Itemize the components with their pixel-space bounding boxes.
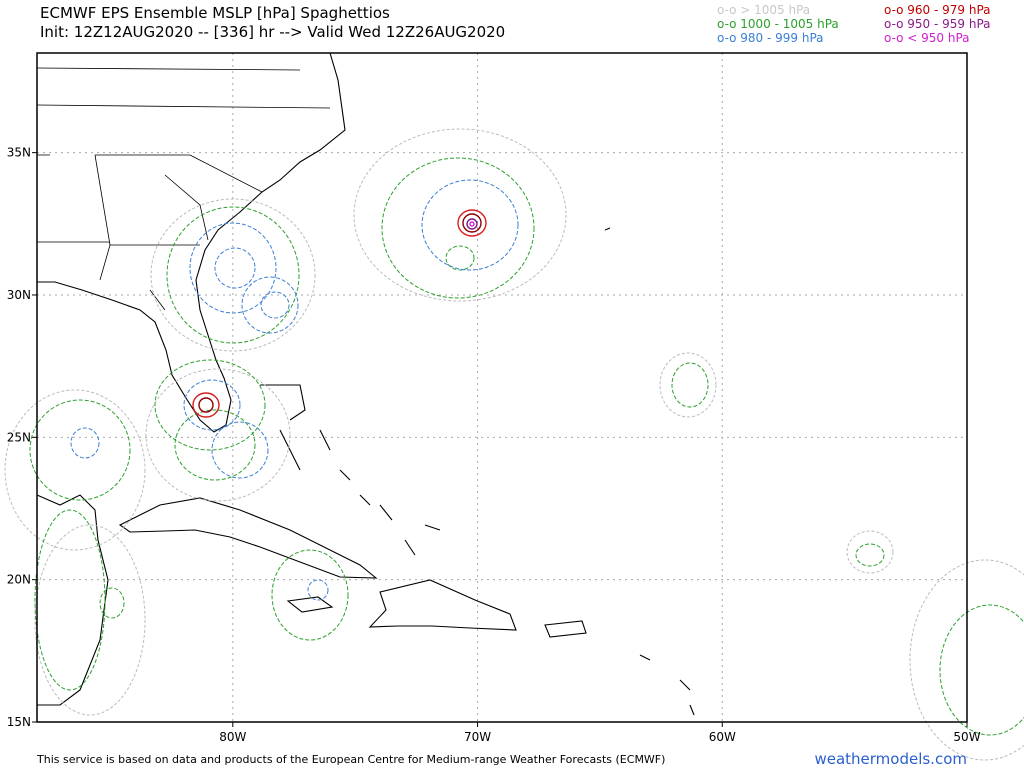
- contour: [174, 409, 256, 481]
- bahamas: [260, 227, 695, 716]
- hispaniola: [368, 579, 517, 631]
- legend-entry: o-o 1000 - 1005 hPa: [717, 17, 839, 31]
- contour: [671, 362, 709, 408]
- contour: [211, 421, 269, 479]
- contour: [457, 209, 487, 237]
- contour: [99, 587, 125, 619]
- contour: [154, 359, 266, 451]
- contour: [214, 247, 256, 289]
- contour: [469, 221, 475, 227]
- map-frame: [36, 52, 968, 723]
- legend-entry: o-o < 950 hPa: [884, 31, 970, 45]
- contour: [70, 427, 100, 459]
- subtitle: Init: 12Z12AUG2020 -- [336] hr --> Valid…: [40, 23, 505, 41]
- grid: [37, 53, 968, 723]
- legend-entry: o-o 950 - 959 hPa: [884, 17, 991, 31]
- y-tick-label: 30N: [7, 288, 31, 302]
- contour: [192, 392, 220, 418]
- x-tick-label: 80W: [219, 730, 246, 744]
- contour: [307, 579, 329, 601]
- contour: [659, 352, 717, 418]
- contour: [166, 206, 300, 344]
- puerto-rico: [544, 620, 587, 638]
- brand: weathermodels.com: [814, 750, 967, 768]
- contour: [34, 524, 146, 716]
- axis-ticks: 80W 70W 60W 50W 35N 30N 25N 20N 15N: [7, 146, 981, 744]
- contour: [189, 222, 277, 314]
- contour: [183, 379, 241, 431]
- us-coast: [37, 52, 346, 433]
- contour: [466, 218, 478, 230]
- contour: [445, 245, 475, 271]
- cuba: [118, 497, 378, 579]
- x-tick-label: 70W: [464, 730, 491, 744]
- y-tick-label: 25N: [7, 430, 31, 444]
- contour: [271, 549, 349, 641]
- state-lines: [36, 67, 331, 311]
- y-tick-label: 20N: [7, 573, 31, 587]
- jamaica: [286, 596, 334, 613]
- contour: [855, 543, 885, 567]
- contour: [909, 559, 1024, 761]
- legend-entry: o-o 960 - 979 hPa: [884, 3, 991, 17]
- contour: [34, 509, 106, 691]
- y-tick-label: 15N: [7, 715, 31, 729]
- contour: [421, 179, 519, 271]
- contour: [939, 604, 1024, 736]
- legend-entry: o-o 980 - 999 hPa: [717, 31, 824, 45]
- footer-note: This service is based on data and produc…: [36, 753, 665, 766]
- contour: [381, 157, 535, 299]
- contour: [260, 291, 290, 319]
- contour: [241, 276, 299, 334]
- contour: [846, 530, 894, 574]
- x-tick-label: 50W: [953, 730, 980, 744]
- contour: [29, 399, 131, 501]
- contour: [150, 198, 316, 352]
- central-america: [36, 494, 109, 706]
- legend: o-o > 1005 hPa o-o 960 - 979 hPa o-o 1000 …: [717, 3, 991, 45]
- title: ECMWF EPS Ensemble MSLP [hPa] Spaghettio…: [40, 4, 390, 22]
- legend-entry: o-o > 1005 hPa: [717, 3, 810, 17]
- contour: [198, 397, 214, 413]
- x-tick-label: 60W: [709, 730, 736, 744]
- contour: [145, 368, 291, 502]
- contour: [353, 128, 567, 302]
- contour: [462, 213, 482, 233]
- spaghetti-contours: [4, 128, 1024, 761]
- y-tick-label: 35N: [7, 146, 31, 160]
- contour: [4, 389, 146, 551]
